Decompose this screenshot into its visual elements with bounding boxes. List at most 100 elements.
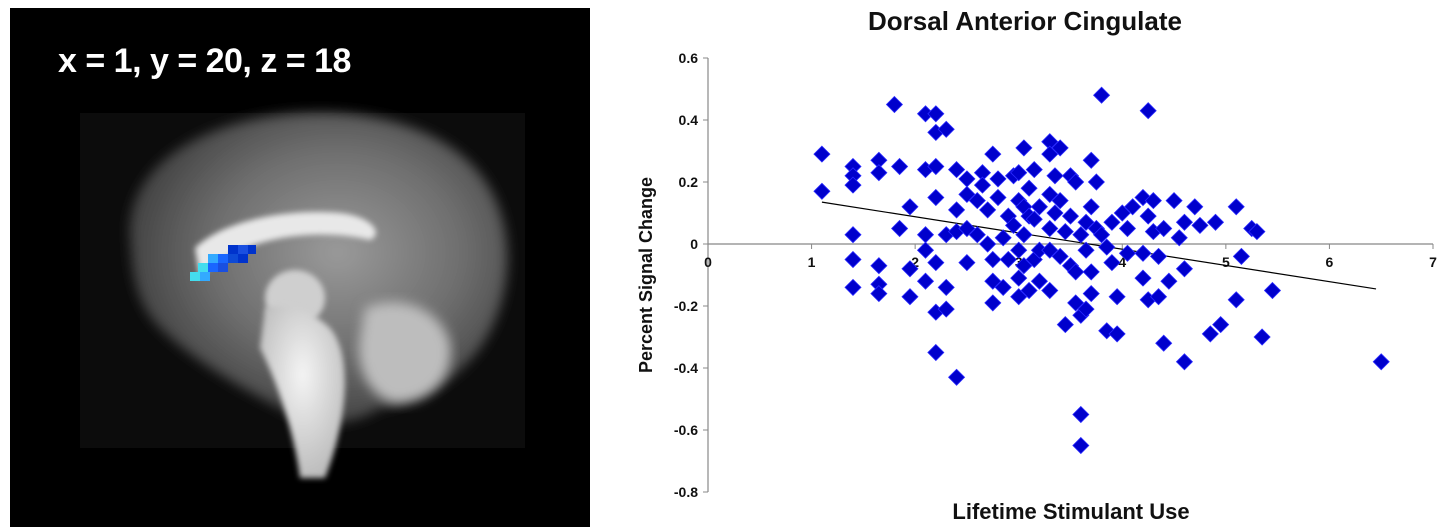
y-tick-label: -0.8 — [674, 484, 698, 500]
data-point — [1144, 192, 1162, 210]
data-point — [1077, 241, 1095, 259]
data-point — [948, 368, 966, 386]
data-point — [1004, 216, 1023, 234]
data-point — [1067, 173, 1085, 191]
brainstem — [260, 306, 345, 478]
data-point — [1087, 173, 1105, 191]
data-point — [973, 176, 992, 194]
data-point — [927, 343, 945, 362]
data-point — [927, 188, 945, 207]
data-point — [916, 241, 935, 259]
y-tick-label: 0.2 — [679, 174, 699, 190]
data-point — [1046, 204, 1064, 222]
cerebellum — [359, 302, 451, 403]
coordinate-label: x = 1, y = 20, z = 18 — [58, 42, 351, 80]
data-point — [1098, 238, 1116, 256]
data-point — [994, 278, 1012, 296]
data-point — [968, 192, 986, 210]
data-point — [1134, 244, 1152, 262]
data-point — [885, 95, 903, 114]
data-point — [1253, 328, 1271, 346]
data-point — [1010, 241, 1028, 259]
y-tick-label: -0.2 — [674, 298, 698, 314]
data-point — [1093, 86, 1111, 104]
data-point — [1165, 192, 1183, 210]
data-point — [1025, 161, 1043, 179]
data-point — [1103, 213, 1121, 231]
data-point — [1191, 216, 1209, 234]
data-point — [1263, 281, 1282, 300]
data-point — [844, 278, 862, 296]
data-point — [1175, 213, 1193, 231]
data-point — [891, 219, 909, 238]
data-point — [937, 120, 955, 138]
data-point — [989, 170, 1007, 188]
data-point — [1067, 263, 1085, 281]
data-point — [1056, 316, 1074, 334]
corpus-callosum — [195, 212, 376, 278]
data-point — [948, 161, 966, 179]
x-tick-label: 4 — [1118, 254, 1126, 270]
data-point — [1103, 254, 1121, 272]
data-point — [916, 272, 935, 290]
data-point — [989, 188, 1007, 207]
data-point — [1010, 164, 1028, 182]
data-point — [1015, 226, 1033, 244]
data-point — [1030, 198, 1048, 216]
data-point — [844, 250, 862, 269]
data-point — [1186, 198, 1204, 216]
data-point — [870, 257, 888, 275]
data-point — [1175, 260, 1193, 278]
data-point — [1201, 325, 1219, 343]
data-point — [1051, 247, 1069, 265]
x-tick-labels: 0 1 2 3 4 5 6 7 — [704, 254, 1437, 270]
data-point — [1077, 300, 1095, 318]
data-point — [813, 145, 831, 163]
chart-axes — [703, 57, 1434, 493]
data-point — [1227, 198, 1245, 216]
data-point — [813, 182, 831, 200]
data-point — [927, 105, 945, 123]
y-tick-labels: -0.8 -0.6 -0.4 -0.2 0 0.2 0.4 0.6 — [674, 50, 698, 500]
x-axis-label: Lifetime Stimulant Use — [952, 499, 1189, 524]
data-point — [1248, 223, 1266, 241]
data-point — [979, 201, 997, 219]
y-tick-label: -0.4 — [674, 360, 698, 376]
data-point — [979, 235, 997, 253]
data-point — [937, 300, 955, 318]
data-point — [994, 229, 1012, 247]
data-point — [958, 254, 976, 272]
data-point — [1020, 179, 1038, 197]
data-point — [1082, 263, 1100, 281]
data-point — [844, 176, 862, 194]
data-point — [984, 145, 1002, 163]
y-tick-label: 0 — [690, 236, 698, 252]
data-point — [1051, 139, 1069, 157]
trendline — [821, 201, 1377, 290]
data-point — [937, 278, 955, 296]
data-point — [1093, 226, 1111, 244]
x-tick-label: 5 — [1222, 254, 1230, 270]
data-point — [1155, 219, 1173, 238]
data-point — [1139, 102, 1157, 120]
data-point — [927, 157, 945, 176]
x-tick-label: 3 — [1015, 254, 1023, 270]
data-point — [901, 198, 919, 216]
data-point — [1227, 291, 1245, 309]
data-point — [1108, 325, 1126, 343]
data-point — [999, 250, 1017, 269]
data-point — [1082, 198, 1100, 216]
x-tick-label: 0 — [704, 254, 712, 270]
data-point — [984, 294, 1002, 312]
data-point — [901, 288, 919, 306]
data-point — [1041, 241, 1059, 259]
data-point — [1118, 244, 1137, 262]
data-point — [1072, 405, 1090, 424]
data-point — [1124, 198, 1142, 216]
x-tick-label: 6 — [1326, 254, 1334, 270]
trendline-group — [821, 201, 1377, 290]
data-point — [948, 201, 966, 219]
y-tick-label: -0.6 — [674, 422, 698, 438]
data-point — [1232, 247, 1250, 265]
data-point — [1149, 288, 1168, 306]
